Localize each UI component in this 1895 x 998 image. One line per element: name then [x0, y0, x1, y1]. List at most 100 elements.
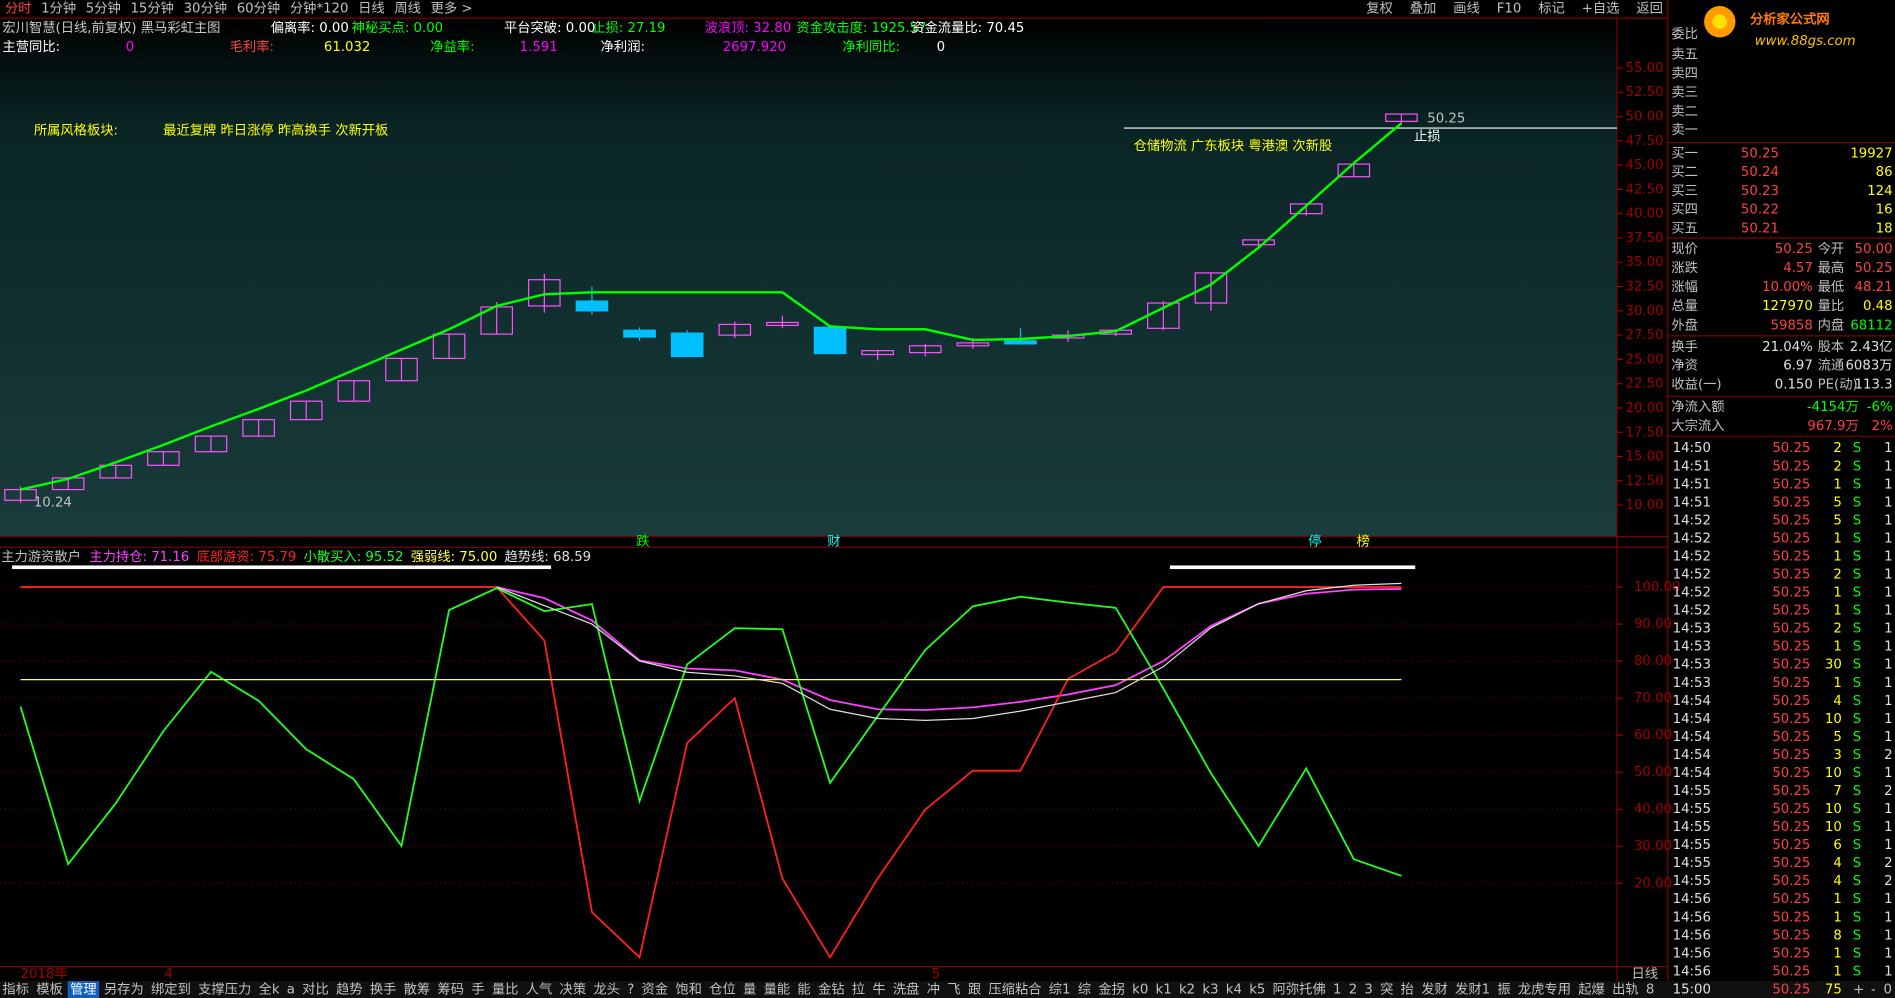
menu-button[interactable]: F10 [1497, 1, 1522, 16]
menu-button[interactable]: 标记 [1538, 0, 1565, 16]
menu-button[interactable]: 复权 [1366, 0, 1393, 16]
tab[interactable]: 换手 [370, 982, 397, 998]
menu-item[interactable]: 1分钟 [41, 0, 76, 16]
y-tick-label: 55.00 [1625, 61, 1663, 76]
stat-label: 总量 [1671, 298, 1698, 314]
tab-control[interactable]: 0 [1884, 983, 1892, 998]
menu-item[interactable]: 15分钟 [130, 0, 173, 16]
tab[interactable]: 发财 [1421, 982, 1448, 998]
tab[interactable]: k1 [1156, 983, 1172, 998]
menu-item[interactable]: 分时 [5, 0, 32, 16]
tick-cell: S [1853, 730, 1861, 745]
tab[interactable]: 抬 [1401, 982, 1414, 998]
tab-control[interactable]: + [1853, 983, 1864, 998]
tab[interactable]: 起爆 [1578, 982, 1605, 998]
tab[interactable]: 筹码 [438, 981, 465, 998]
tick-cell: 14:52 [1673, 604, 1711, 619]
tab[interactable]: 模板 [36, 982, 63, 998]
tick-cell: 1 [1884, 802, 1892, 817]
tab[interactable]: k2 [1179, 983, 1195, 998]
y-tick-label: 40.00 [1634, 802, 1672, 817]
tab[interactable]: 金钻 [818, 982, 845, 998]
tab[interactable]: 金拐 [1098, 982, 1125, 998]
tab[interactable]: 趋势 [336, 982, 363, 998]
tab[interactable]: 能 [797, 982, 810, 998]
menu-item[interactable]: 更多 > [431, 0, 473, 16]
tab[interactable]: 量比 [492, 982, 519, 998]
tab[interactable]: 3 [1364, 983, 1372, 998]
tab[interactable]: 仓位 [709, 982, 736, 998]
tab[interactable]: k5 [1249, 983, 1265, 998]
tab[interactable]: 洗盘 [893, 981, 920, 998]
stat-label: 股本 [1818, 339, 1845, 355]
tick-cell: 1 [1884, 838, 1892, 853]
tick-cell: 6 [1833, 838, 1841, 853]
tick-cell: 4 [1833, 874, 1841, 889]
menu-item[interactable]: 周线 [394, 0, 421, 16]
tab[interactable]: 龙头 [593, 982, 620, 998]
tick-cell: 50.25 [1772, 495, 1810, 510]
tab[interactable]: 指标 [2, 982, 29, 998]
info-field: 0 [937, 40, 945, 55]
tab[interactable]: 振 [1497, 982, 1510, 998]
tab[interactable]: 发财1 [1455, 982, 1490, 998]
tab[interactable]: 飞 [947, 983, 960, 998]
menu-button[interactable]: 返回 [1636, 0, 1663, 16]
quote-label: 买四 [1671, 202, 1698, 218]
tab[interactable]: 综1 [1049, 982, 1071, 998]
tab[interactable]: 跟 [968, 983, 981, 998]
menu-item[interactable]: 分钟*120 [290, 0, 349, 16]
menu-item[interactable]: 5分钟 [86, 0, 121, 16]
tab[interactable]: 管理 [70, 982, 97, 998]
tab[interactable]: 综 [1078, 982, 1091, 998]
tab[interactable]: k4 [1226, 983, 1242, 998]
tab[interactable]: 突 [1380, 982, 1393, 998]
tab[interactable]: 出轨 [1612, 982, 1639, 998]
menu-button[interactable]: +自选 [1582, 0, 1620, 16]
tab[interactable]: 拉 [852, 982, 865, 998]
menu-item[interactable]: 30分钟 [184, 0, 227, 16]
tab-control[interactable]: - [1871, 983, 1876, 998]
menu-item[interactable]: 日线 [358, 0, 385, 16]
menu-button[interactable]: 叠加 [1410, 0, 1437, 16]
tab[interactable]: 另存为 [104, 982, 144, 998]
tick-cell: 50.25 [1772, 694, 1810, 709]
tick-cell: 8 [1833, 928, 1841, 943]
tick-cell: S [1853, 802, 1861, 817]
tab[interactable]: 散筹 [404, 981, 431, 998]
tab[interactable]: 手 [471, 982, 484, 998]
tab[interactable]: 冲 [927, 982, 940, 998]
y-tick-label: 42.50 [1625, 182, 1663, 197]
tick-cell: 1 [1884, 694, 1892, 709]
tick-cell: S [1853, 856, 1861, 871]
tab[interactable]: 龙虎专用 [1518, 982, 1571, 998]
tab[interactable]: 对比 [302, 982, 329, 998]
tab[interactable]: 资金 [642, 982, 669, 998]
tab[interactable]: a [287, 983, 295, 998]
tab[interactable]: 牛 [872, 982, 885, 998]
tab[interactable]: 压缩粘合 [988, 982, 1041, 998]
tab[interactable]: 决策 [560, 981, 587, 998]
tick-cell: 14:54 [1673, 766, 1711, 781]
tick-cell: 50.25 [1772, 513, 1810, 528]
tab[interactable]: 饱和 [675, 982, 702, 998]
tab[interactable]: 8 [1646, 983, 1654, 998]
menu-button[interactable]: 画线 [1453, 0, 1480, 16]
tab[interactable]: 绑定到 [151, 982, 191, 998]
tab[interactable]: k0 [1132, 983, 1148, 998]
logo-name: 分析家公式网 [1750, 10, 1830, 27]
tab[interactable]: ? [627, 983, 634, 998]
tab[interactable]: 人气 [526, 982, 553, 998]
tick-cell: 1 [1833, 640, 1841, 655]
tab[interactable]: 量 [743, 982, 756, 998]
tab[interactable]: 量能 [764, 982, 791, 998]
tick-cell: S [1853, 928, 1861, 943]
tab[interactable]: 全k [259, 981, 280, 998]
tab[interactable]: 2 [1349, 983, 1357, 998]
menu-item[interactable]: 60分钟 [237, 0, 280, 16]
tab[interactable]: 支撑压力 [198, 982, 251, 998]
tab[interactable]: k3 [1202, 983, 1218, 998]
tab[interactable]: 1 [1333, 983, 1341, 998]
tab[interactable]: 阿弥托佛 [1273, 981, 1326, 998]
